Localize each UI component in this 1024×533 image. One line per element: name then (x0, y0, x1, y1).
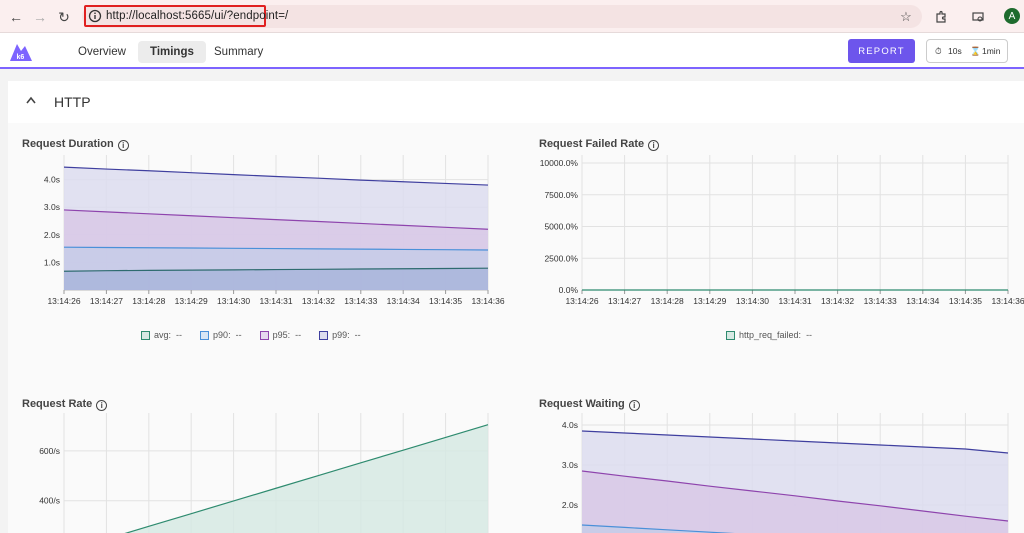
x-tick-label: 13:14:26 (47, 296, 80, 306)
x-tick-label: 13:14:31 (778, 296, 811, 306)
app-header: k6 Overview Timings Summary REPORT ⏱ 10s… (0, 33, 1024, 69)
y-tick-label: 4.0s (562, 420, 578, 430)
x-tick-label: 13:14:32 (302, 296, 335, 306)
x-tick-label: 13:14:36 (471, 296, 504, 306)
y-tick-label: 3.0s (562, 460, 578, 470)
legend-item-avg[interactable]: avg: -- (141, 330, 182, 340)
x-tick-label: 13:14:29 (175, 296, 208, 306)
request-waiting-title: Request Waiting i (539, 398, 640, 411)
info-icon[interactable]: i (117, 140, 129, 151)
address-bar[interactable] (82, 5, 922, 28)
legend-swatch (200, 330, 210, 340)
y-tick-label: 4.0s (44, 175, 60, 185)
request-rate-title: Request Rate i (22, 398, 108, 411)
x-tick-label: 13:14:30 (736, 296, 769, 306)
time-range: 1min (982, 46, 1001, 56)
legend-item-p95[interactable]: p95: -- (259, 330, 301, 340)
series-line-p90 (63, 246, 489, 251)
legend-item-p99[interactable]: p99: -- (319, 330, 361, 340)
info-icon[interactable]: i (648, 140, 660, 151)
x-tick-label: 13:14:28 (132, 296, 165, 306)
series-line-p95 (581, 470, 1009, 522)
browser-toolbar: ← → ↻ http://localhost:5665/ui/?endpoint… (0, 0, 1024, 33)
x-tick-label: 13:14:29 (693, 296, 726, 306)
x-tick-label: 13:14:33 (344, 296, 377, 306)
legend-item-http-req-failed[interactable]: http_req_failed: -- (726, 330, 812, 340)
series-line-rate (124, 424, 489, 533)
x-tick-label: 13:14:36 (991, 296, 1024, 306)
request-failed-rate-title: Request Failed Rate i (539, 138, 660, 151)
series-area-avg (64, 268, 488, 290)
refresh-interval: 10s (948, 46, 962, 56)
charts-svg: 1.0s 2.0s 3.0s 4.0s 13:14:26 13:14:27 13:14:28… (39, 155, 1024, 533)
back-icon[interactable]: ← (9, 9, 23, 25)
x-tick-label: 13:14:26 (565, 296, 598, 306)
x-tick-label: 13:14:31 (259, 296, 292, 306)
legend-swatch (319, 330, 329, 340)
request-duration-title: Request Duration i (22, 138, 129, 151)
extensions-icon[interactable] (932, 8, 950, 26)
x-tick-label: 13:14:32 (821, 296, 854, 306)
y-tick-label: 2.0s (44, 230, 60, 240)
bookmark-star-icon[interactable]: ☆ (900, 9, 912, 24)
svg-text:k6: k6 (17, 54, 25, 61)
request-duration-legend: avg: -- p90: -- p95: -- p99: -- (141, 330, 361, 340)
legend-swatch (259, 330, 269, 340)
x-tick-label: 13:14:34 (387, 296, 420, 306)
y-tick-label: 10000.0% (540, 158, 579, 168)
k6-logo-icon[interactable]: k6 (9, 40, 33, 62)
y-tick-label: 0.0% (559, 285, 579, 295)
x-tick-label: 13:14:35 (949, 296, 982, 306)
address-url[interactable]: http://localhost:5665/ui/?endpoint=/ (106, 10, 289, 22)
report-button[interactable]: REPORT (848, 39, 915, 63)
screen-cast-icon[interactable] (969, 8, 987, 26)
tab-summary[interactable]: Summary (214, 46, 264, 58)
x-tick-label: 13:14:35 (429, 296, 462, 306)
section-title: HTTP (54, 94, 91, 110)
x-tick-label: 13:14:27 (608, 296, 641, 306)
forward-icon[interactable]: → (33, 9, 47, 25)
x-tick-label: 13:14:34 (906, 296, 939, 306)
profile-avatar[interactable]: A (1004, 8, 1020, 24)
series-line-p95 (63, 209, 489, 230)
y-tick-label: 7500.0% (544, 190, 578, 200)
charts-panel: Request Duration i Request Failed Rate i R… (8, 123, 1024, 533)
legend-swatch (141, 330, 150, 340)
series-line-p90 (581, 524, 735, 533)
x-tick-label: 13:14:27 (90, 296, 123, 306)
series-area-rate (64, 424, 488, 533)
reload-icon[interactable]: ↻ (58, 8, 70, 25)
series-area-p95 (582, 471, 1008, 533)
y-tick-label: 400/s (39, 496, 60, 506)
x-tick-label: 13:14:33 (864, 296, 897, 306)
info-icon[interactable]: i (628, 400, 640, 411)
x-tick-label: 13:14:30 (217, 296, 250, 306)
x-tick-label: 13:14:28 (651, 296, 684, 306)
tab-timings[interactable]: Timings (138, 41, 206, 63)
y-tick-label: 1.0s (44, 257, 60, 267)
http-section-header[interactable]: HTTP (8, 81, 1024, 123)
y-tick-label: 600/s (39, 446, 60, 456)
series-line-p99 (63, 166, 489, 186)
request-failed-rate-legend: http_req_failed: -- (726, 330, 812, 340)
collapse-chevron-icon[interactable] (25, 95, 37, 105)
time-settings[interactable]: ⏱ 10s ⌛ 1min (926, 39, 1008, 63)
info-icon[interactable]: i (96, 400, 108, 411)
y-tick-label: 5000.0% (544, 222, 578, 232)
y-tick-label: 2.0s (562, 500, 578, 510)
series-line-p99 (581, 430, 1009, 454)
timer-icon: ⏱ (935, 46, 942, 56)
legend-swatch (726, 330, 735, 340)
series-line-avg (63, 267, 489, 272)
address-highlight (84, 5, 266, 27)
legend-item-p90[interactable]: p90: -- (200, 330, 242, 340)
hourglass-icon: ⌛ (970, 46, 981, 56)
tab-overview[interactable]: Overview (78, 46, 126, 58)
site-info-icon[interactable] (88, 9, 102, 23)
y-tick-label: 3.0s (44, 202, 60, 212)
y-tick-label: 2500.0% (544, 253, 578, 263)
